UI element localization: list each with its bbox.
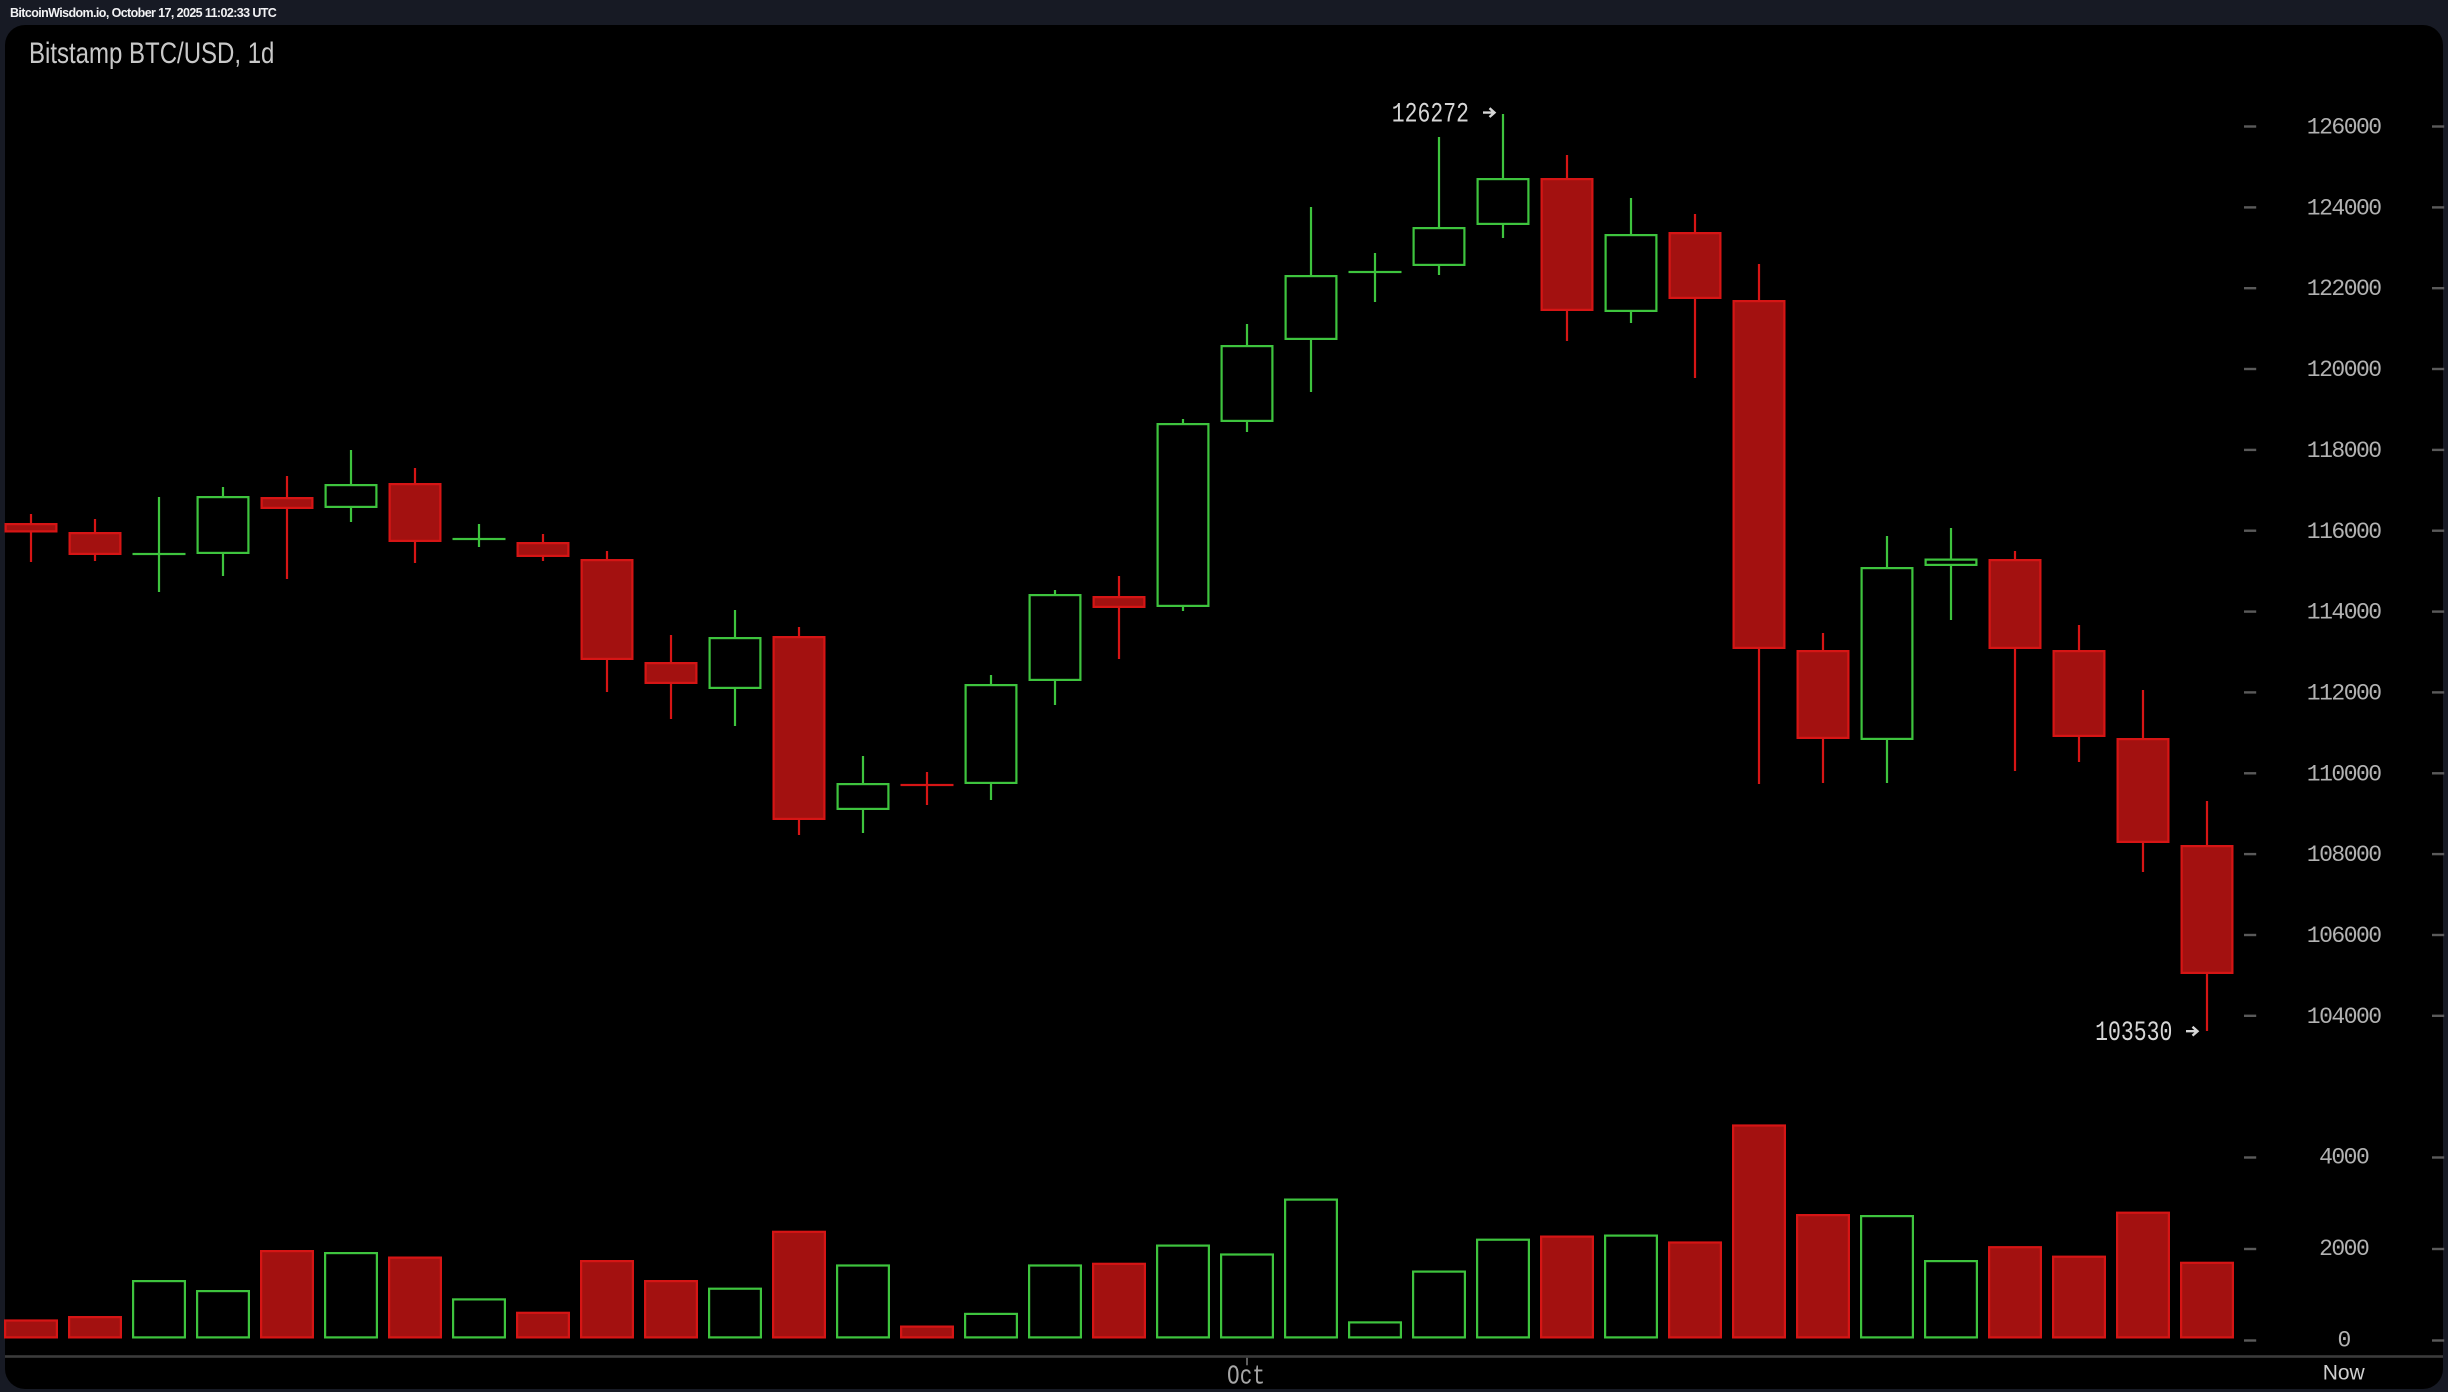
svg-text:106000: 106000 <box>2307 923 2382 949</box>
svg-text:112000: 112000 <box>2307 680 2382 706</box>
svg-text:116000: 116000 <box>2307 519 2382 545</box>
svg-text:126000: 126000 <box>2307 115 2382 141</box>
svg-text:120000: 120000 <box>2307 357 2382 383</box>
svg-text:Now: Now <box>2323 1362 2366 1385</box>
svg-text:122000: 122000 <box>2307 276 2382 302</box>
svg-text:124000: 124000 <box>2307 195 2382 221</box>
svg-text:118000: 118000 <box>2307 438 2382 464</box>
svg-text:0: 0 <box>2338 1328 2351 1354</box>
svg-text:103530: 103530 <box>2095 1017 2172 1048</box>
svg-text:110000: 110000 <box>2307 761 2382 787</box>
svg-text:2000: 2000 <box>2319 1236 2369 1262</box>
svg-text:Oct: Oct <box>1227 1362 1265 1392</box>
svg-text:114000: 114000 <box>2307 600 2382 626</box>
svg-text:104000: 104000 <box>2307 1004 2382 1030</box>
svg-text:108000: 108000 <box>2307 842 2382 868</box>
svg-text:126272: 126272 <box>1392 99 1469 130</box>
svg-text:4000: 4000 <box>2319 1145 2369 1171</box>
